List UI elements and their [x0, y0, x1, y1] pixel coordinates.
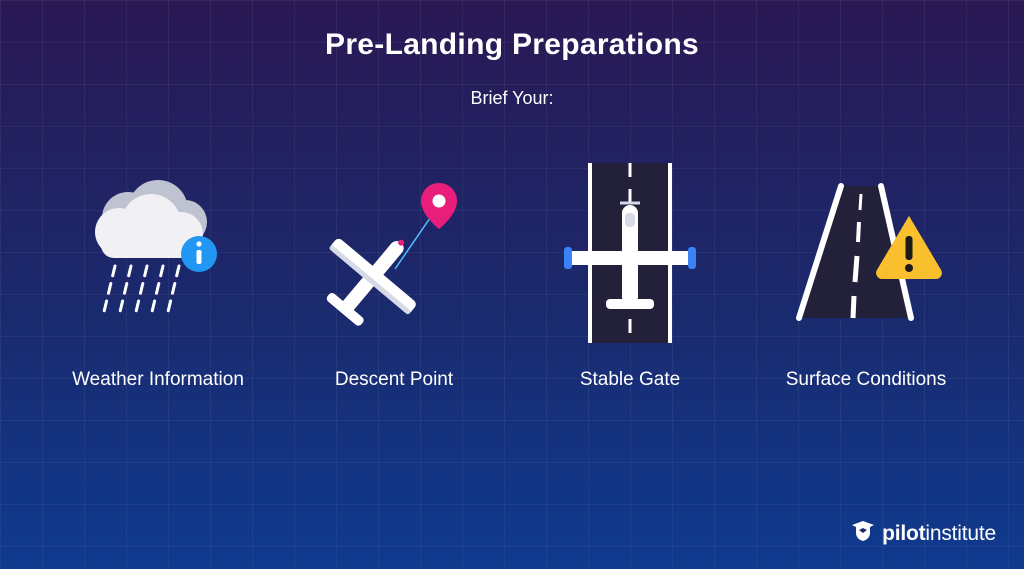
infographic-content: Pre-Landing Preparations Brief Your:: [0, 0, 1024, 569]
logo-text-bold: pilot: [882, 522, 925, 545]
page-subtitle: Brief Your:: [470, 88, 553, 109]
item-label: Stable Gate: [580, 369, 680, 391]
items-row: Weather Information: [0, 163, 1024, 391]
brand-logo: pilotinstitute: [850, 520, 996, 547]
item-weather: Weather Information: [48, 163, 268, 391]
logo-badge-icon: [850, 520, 876, 547]
item-label: Surface Conditions: [786, 369, 947, 391]
logo-text: pilotinstitute: [882, 522, 996, 546]
item-surface: Surface Conditions: [756, 163, 976, 391]
weather-cloud-icon: [73, 163, 243, 343]
item-stable-gate: Stable Gate: [520, 163, 740, 391]
stable-gate-icon: [545, 163, 715, 343]
surface-runway-icon: [771, 163, 961, 343]
descent-plane-icon: [299, 163, 489, 343]
item-label: Weather Information: [72, 369, 244, 391]
logo-text-light: institute: [925, 522, 996, 545]
page-title: Pre-Landing Preparations: [325, 28, 699, 62]
item-descent: Descent Point: [284, 163, 504, 391]
item-label: Descent Point: [335, 369, 453, 391]
